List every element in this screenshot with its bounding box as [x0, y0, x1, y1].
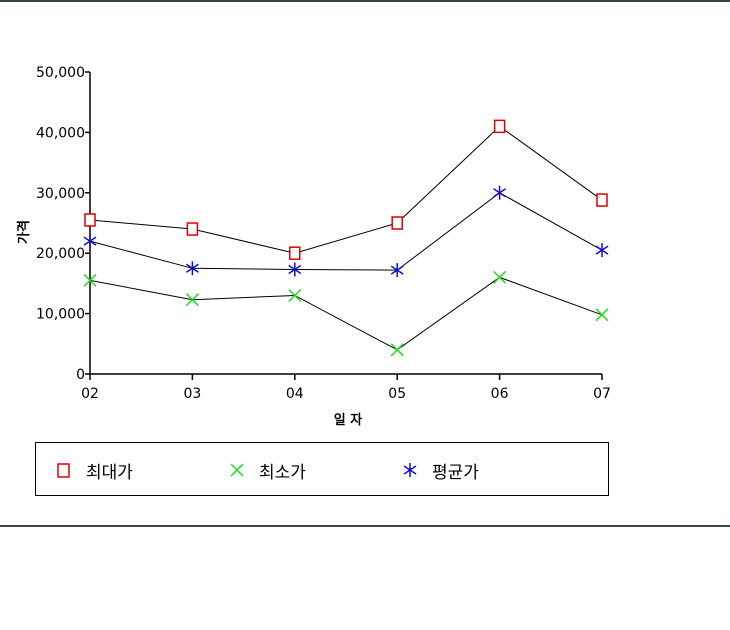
series-line-0 — [89, 125, 603, 254]
legend-label-avg: 평균가 — [432, 462, 479, 483]
asterisk-marker — [83, 234, 97, 249]
y-tick-label: 50,000 — [36, 65, 85, 81]
series-line-1 — [89, 276, 603, 351]
legend-label-min: 최소가 — [259, 462, 306, 483]
series-line-2 — [89, 192, 603, 271]
x-marker — [390, 343, 404, 357]
x-tick-label: 07 — [593, 386, 611, 402]
legend-label-max: 최대가 — [86, 462, 133, 483]
x-tick-label: 05 — [388, 386, 406, 402]
x-marker-icon — [230, 463, 244, 477]
x-marker — [288, 288, 302, 303]
x-tick-label: 06 — [491, 386, 509, 402]
asterisk-marker — [390, 263, 404, 278]
asterisk-marker — [288, 262, 302, 277]
x-marker — [83, 273, 97, 287]
y-axis-label: 가격 — [17, 220, 32, 244]
x-marker — [185, 293, 199, 307]
x-tick-label: 03 — [183, 386, 201, 402]
legend-item-max: 최대가 — [56, 443, 133, 497]
square-marker — [596, 193, 608, 207]
y-tick-label: 20,000 — [36, 246, 85, 262]
asterisk-marker — [493, 185, 507, 200]
x-marker — [493, 270, 507, 284]
series-markers — [83, 119, 609, 357]
y-tick-label: 10,000 — [36, 307, 85, 323]
bottom-frame-line — [0, 525, 730, 527]
x-tick-label: 04 — [286, 386, 304, 402]
y-tick-label: 0 — [76, 367, 85, 383]
y-tick-label: 40,000 — [36, 125, 85, 141]
chart-legend: 최대가 최소가 평균가 — [35, 442, 609, 496]
square-marker — [186, 222, 199, 236]
legend-item-min: 최소가 — [229, 443, 306, 497]
top-frame-line — [0, 0, 730, 2]
asterisk-marker-icon — [403, 463, 417, 477]
square-marker — [391, 216, 403, 230]
x-axis-label: 일 자 — [334, 413, 362, 428]
legend-item-avg: 평균가 — [402, 443, 479, 497]
square-marker — [84, 213, 96, 227]
y-tick-label: 30,000 — [36, 186, 85, 202]
square-marker — [289, 246, 301, 260]
asterisk-marker — [185, 261, 199, 276]
square-marker-icon — [57, 463, 70, 478]
series-lines — [89, 125, 603, 351]
square-marker — [493, 119, 506, 134]
asterisk-marker — [595, 243, 609, 258]
x-tick-label: 02 — [81, 386, 99, 402]
x-marker — [595, 308, 609, 322]
chart-axes: 0 10,000 20,000 30,000 40,000 50,000 02 03 04 05 0… — [36, 65, 611, 402]
